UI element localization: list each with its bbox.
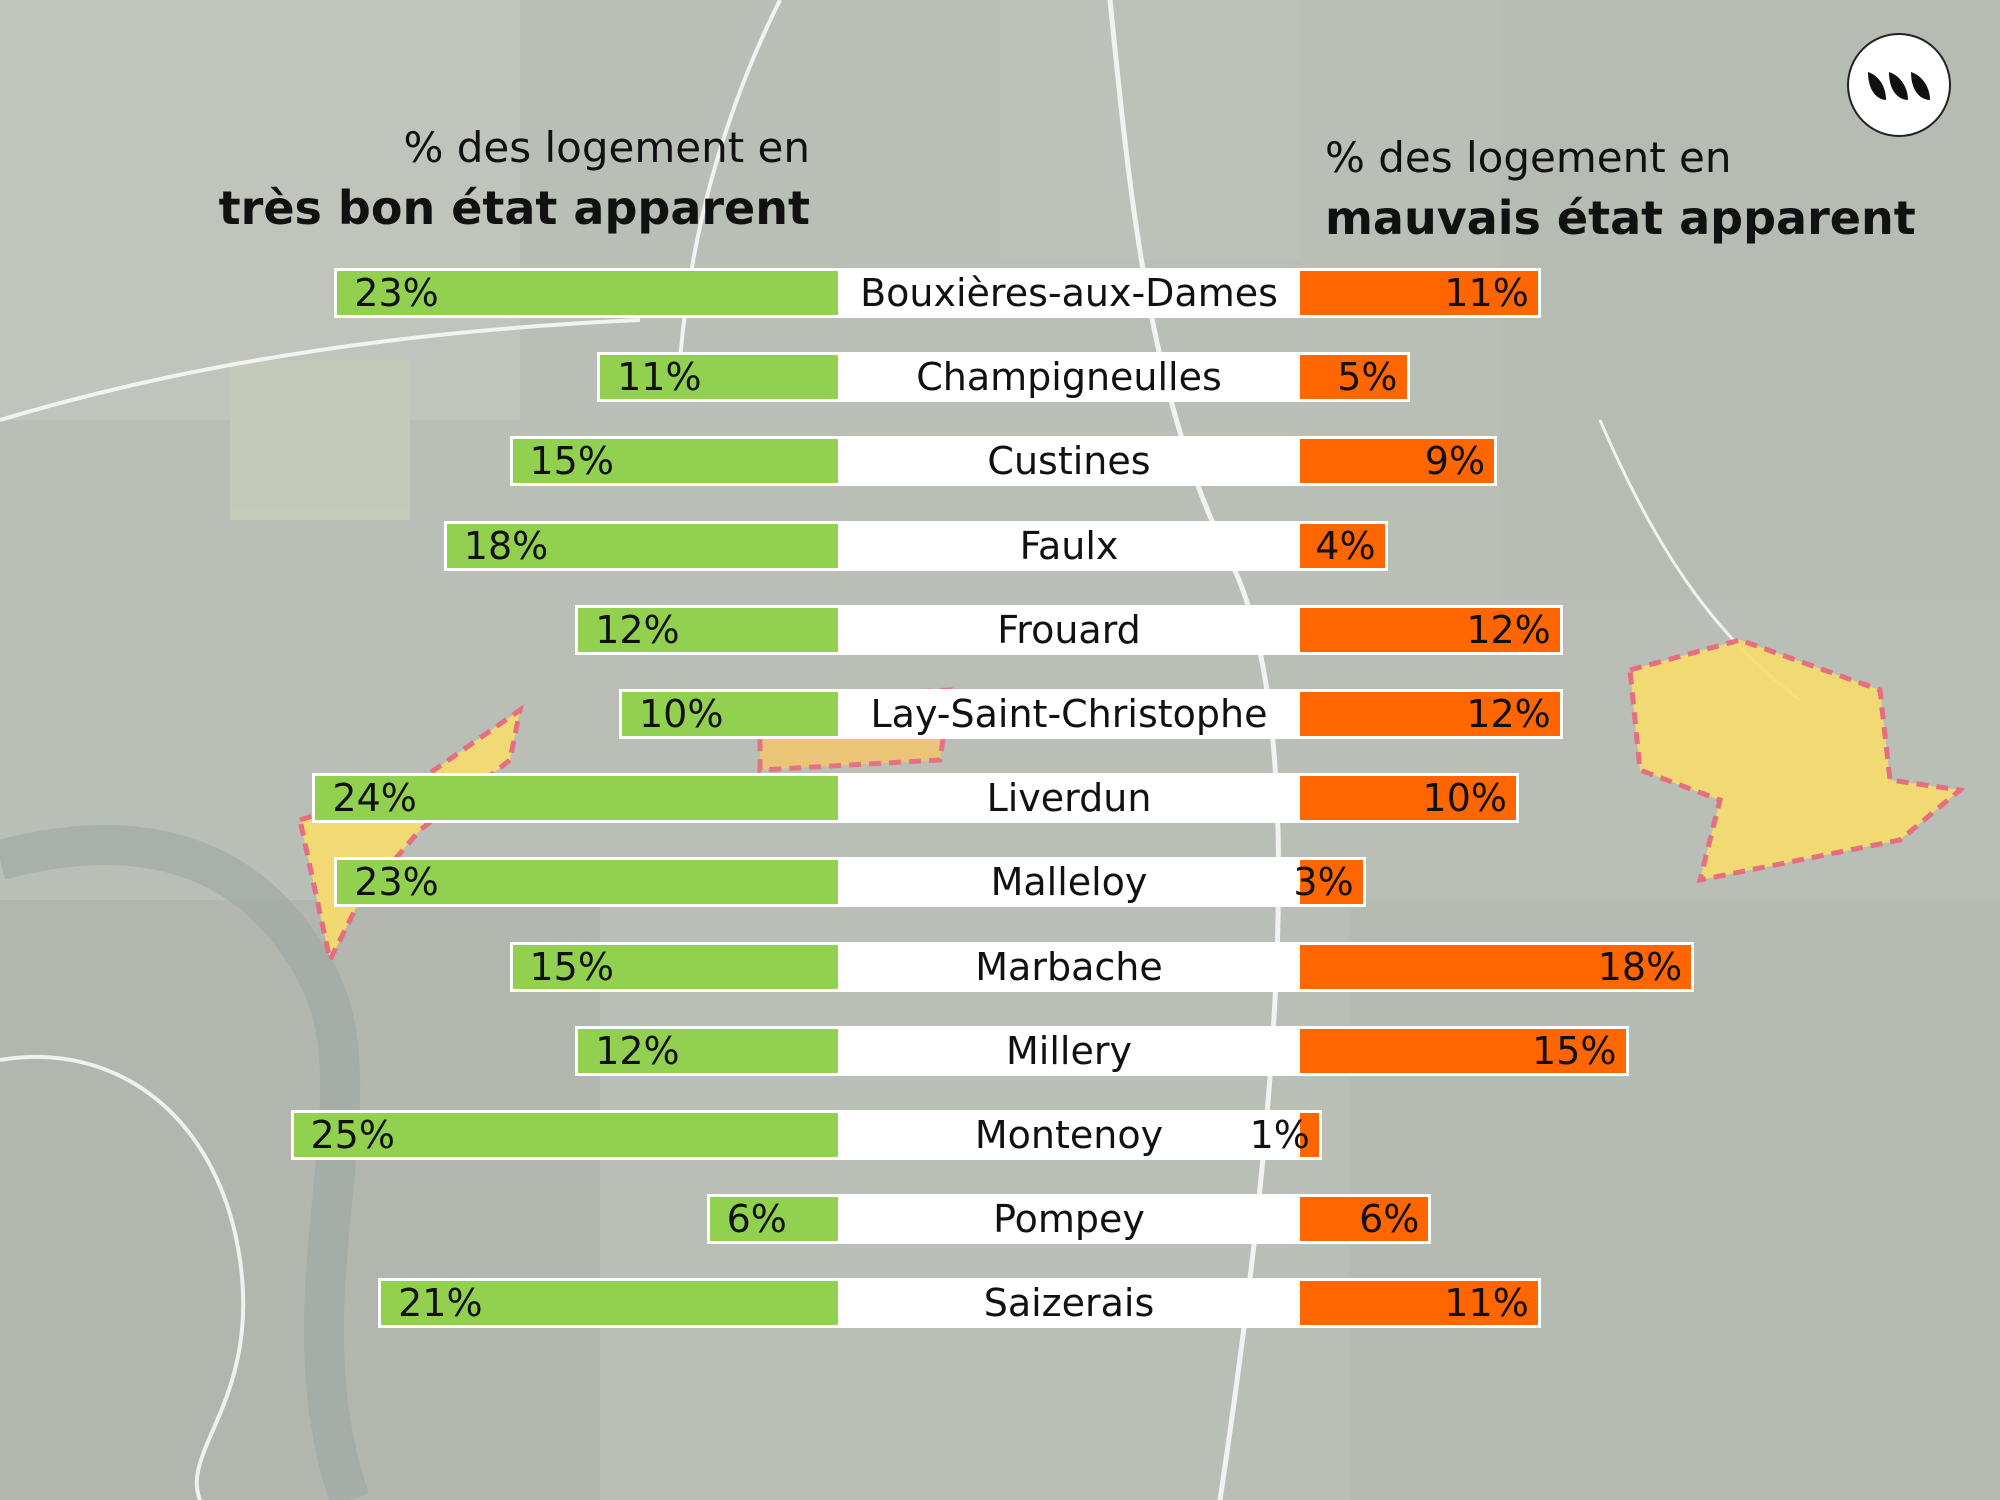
commune-label: Bouxières-aux-Dames	[838, 268, 1300, 318]
leaf-wave-logo-icon	[1847, 33, 1951, 137]
commune-label: Frouard	[838, 604, 1300, 655]
chart-row: 25% Montenoy 1%	[0, 1110, 2000, 1160]
bar-good-condition	[334, 268, 838, 318]
label-bad-condition: 6%	[1359, 1197, 1420, 1242]
chart-row: 23% Malleloy 3%	[0, 857, 2000, 908]
header-bad-line2: mauvais état apparent	[1325, 190, 1916, 245]
label-good-condition: 10%	[639, 692, 724, 736]
label-good-condition: 6%	[726, 1197, 787, 1242]
label-bad-condition: 10%	[1422, 776, 1507, 821]
bar-good-condition	[597, 352, 838, 403]
commune-label: Saizerais	[838, 1278, 1300, 1329]
chart-row: 18% Faulx 4%	[0, 520, 2000, 571]
label-good-condition: 23%	[354, 271, 439, 315]
label-good-condition: 18%	[463, 523, 549, 568]
label-bad-condition: 18%	[1597, 944, 1683, 989]
label-good-condition: 23%	[354, 860, 439, 905]
commune-label: Lay-Saint-Christophe	[838, 689, 1300, 739]
commune-label: Marbache	[838, 941, 1300, 992]
bar-good-condition	[619, 689, 838, 739]
label-bad-condition: 12%	[1466, 692, 1551, 736]
bar-good-condition	[509, 941, 838, 992]
label-good-condition: 12%	[595, 607, 680, 652]
bar-bad-condition	[1300, 857, 1366, 908]
label-bad-condition: 4%	[1315, 523, 1376, 568]
bar-good-condition	[378, 1278, 838, 1329]
bar-good-condition	[706, 1194, 838, 1245]
bar-good-condition	[312, 773, 838, 824]
label-good-condition: 12%	[595, 1028, 680, 1073]
chart-row: 6% Pompey 6%	[0, 1194, 2000, 1245]
commune-label: Millery	[838, 1025, 1300, 1076]
chart-row: 23% Bouxières-aux-Dames 11%	[0, 268, 2000, 318]
header-good-line1: % des logement en	[403, 123, 810, 172]
chart-row: 12% Frouard 12%	[0, 604, 2000, 655]
commune-label: Champigneulles	[838, 352, 1300, 403]
bar-bad-condition	[1300, 773, 1519, 824]
commune-label: Faulx	[838, 520, 1300, 571]
label-good-condition: 25%	[310, 1113, 395, 1157]
commune-label: Pompey	[838, 1194, 1300, 1245]
commune-label: Custines	[838, 436, 1300, 487]
label-good-condition: 15%	[529, 439, 614, 484]
header-good-line2: très bon état apparent	[218, 180, 810, 235]
label-good-condition: 21%	[398, 1281, 483, 1326]
label-bad-condition: 9%	[1424, 439, 1486, 484]
bar-bad-condition	[1300, 268, 1541, 318]
label-bad-condition: 11%	[1444, 271, 1529, 315]
bar-good-condition	[509, 436, 838, 487]
bar-bad-condition	[1300, 1278, 1541, 1329]
label-bad-condition: 15%	[1532, 1028, 1617, 1073]
label-bad-condition: 3%	[1293, 860, 1354, 905]
chart-row: 24% Liverdun 10%	[0, 773, 2000, 824]
bar-good-condition	[290, 1110, 838, 1160]
label-good-condition: 15%	[529, 944, 614, 989]
chart-row: 15% Marbache 18%	[0, 941, 2000, 992]
label-bad-condition: 11%	[1444, 1281, 1529, 1326]
bar-bad-condition	[1300, 604, 1563, 655]
bar-bad-condition	[1300, 1025, 1629, 1076]
chart-row: 11% Champigneulles 5%	[0, 352, 2000, 403]
bar-bad-condition	[1300, 689, 1563, 739]
label-bad-condition: 5%	[1337, 355, 1398, 400]
bar-good-condition	[575, 604, 838, 655]
bar-good-condition	[334, 857, 838, 908]
bar-good-condition	[575, 1025, 838, 1076]
header-good-condition: % des logement en très bon état apparent	[219, 120, 810, 239]
label-bad-condition: 1%	[1249, 1113, 1310, 1157]
chart-row: 15% Custines 9%	[0, 436, 2000, 487]
label-good-condition: 24%	[332, 776, 417, 821]
chart-row: 10% Lay-Saint-Christophe 12%	[0, 689, 2000, 739]
bar-bad-condition	[1300, 1110, 1322, 1160]
bar-bad-condition	[1300, 436, 1498, 487]
bar-bad-condition	[1300, 1194, 1432, 1245]
bar-bad-condition	[1300, 352, 1410, 403]
commune-label: Liverdun	[838, 773, 1300, 824]
label-good-condition: 11%	[617, 355, 702, 400]
commune-label: Montenoy	[838, 1110, 1300, 1160]
bar-good-condition	[443, 520, 838, 571]
chart-row: 21% Saizerais 11%	[0, 1278, 2000, 1329]
chart-row: 12% Millery 15%	[0, 1025, 2000, 1076]
header-bad-condition: % des logement en mauvais état apparent	[1325, 130, 1916, 249]
header-bad-line1: % des logement en	[1325, 133, 1732, 182]
bar-bad-condition	[1300, 520, 1388, 571]
label-bad-condition: 12%	[1466, 607, 1551, 652]
bar-bad-condition	[1300, 941, 1695, 992]
commune-label: Malleloy	[838, 857, 1300, 908]
